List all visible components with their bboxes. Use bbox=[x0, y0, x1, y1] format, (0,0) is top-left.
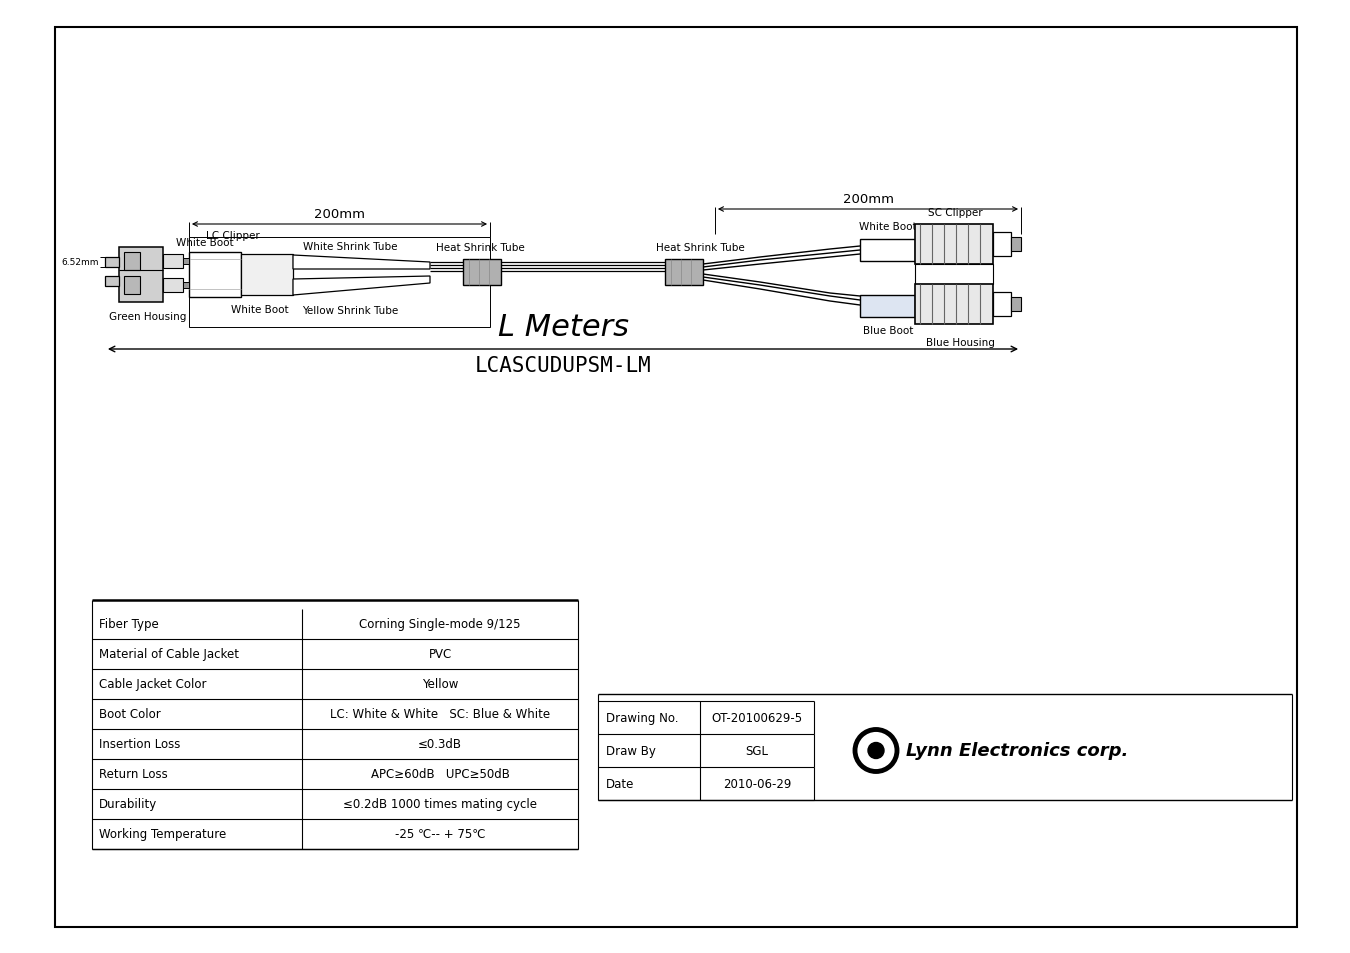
Bar bbox=[189, 253, 242, 297]
Bar bbox=[1011, 237, 1021, 252]
Text: Cable Jacket Color: Cable Jacket Color bbox=[99, 678, 207, 691]
Bar bbox=[163, 278, 184, 293]
Bar bbox=[860, 240, 915, 262]
Text: Corning Single-mode 9/125: Corning Single-mode 9/125 bbox=[359, 618, 521, 631]
Bar bbox=[163, 254, 184, 269]
Text: 6.52mm: 6.52mm bbox=[62, 258, 99, 267]
Text: Material of Cable Jacket: Material of Cable Jacket bbox=[99, 648, 239, 660]
Circle shape bbox=[863, 737, 890, 764]
Bar bbox=[915, 265, 994, 285]
Text: Blue Boot: Blue Boot bbox=[863, 326, 913, 335]
Bar bbox=[666, 260, 703, 286]
Text: Return Loss: Return Loss bbox=[99, 768, 167, 781]
Bar bbox=[189, 237, 490, 328]
Text: -25 ℃-- + 75℃: -25 ℃-- + 75℃ bbox=[394, 827, 485, 841]
Text: Yellow: Yellow bbox=[421, 678, 458, 691]
Bar bbox=[124, 276, 140, 294]
Text: Working Temperature: Working Temperature bbox=[99, 827, 227, 841]
Text: Insertion Loss: Insertion Loss bbox=[99, 738, 181, 751]
Text: Green Housing: Green Housing bbox=[109, 312, 186, 322]
Text: Fiber Type: Fiber Type bbox=[99, 618, 159, 631]
Bar bbox=[184, 258, 189, 265]
Text: OT-20100629-5: OT-20100629-5 bbox=[711, 711, 802, 724]
Text: White Boot: White Boot bbox=[177, 237, 234, 248]
Text: Lynn Electronics corp.: Lynn Electronics corp. bbox=[906, 741, 1129, 760]
Bar bbox=[915, 285, 994, 325]
Bar bbox=[994, 293, 1011, 316]
Circle shape bbox=[868, 742, 884, 759]
Bar bbox=[105, 257, 119, 268]
Polygon shape bbox=[293, 276, 431, 295]
Bar bbox=[184, 283, 189, 289]
Text: Draw By: Draw By bbox=[606, 744, 656, 758]
Text: 2010-06-29: 2010-06-29 bbox=[722, 778, 791, 790]
Bar bbox=[1011, 297, 1021, 312]
Bar bbox=[124, 253, 140, 271]
Text: LC: White & White   SC: Blue & White: LC: White & White SC: Blue & White bbox=[329, 708, 549, 720]
Text: Heat Shrink Tube: Heat Shrink Tube bbox=[656, 243, 744, 253]
Text: L Meters: L Meters bbox=[498, 313, 629, 341]
Bar bbox=[242, 254, 293, 295]
Text: White Boot: White Boot bbox=[231, 305, 289, 314]
Text: 200mm: 200mm bbox=[842, 193, 894, 206]
Bar bbox=[860, 295, 915, 317]
Text: Boot Color: Boot Color bbox=[99, 708, 161, 720]
Text: Heat Shrink Tube: Heat Shrink Tube bbox=[436, 243, 524, 253]
Bar bbox=[994, 233, 1011, 256]
Text: LCASCUDUPSM-LM: LCASCUDUPSM-LM bbox=[475, 355, 652, 375]
Text: LC Clipper: LC Clipper bbox=[207, 231, 261, 241]
Text: ≤0.2dB 1000 times mating cycle: ≤0.2dB 1000 times mating cycle bbox=[343, 798, 537, 811]
Text: Blue Housing: Blue Housing bbox=[926, 337, 995, 348]
Text: Date: Date bbox=[606, 778, 634, 790]
Text: Yellow Shrink Tube: Yellow Shrink Tube bbox=[302, 306, 398, 315]
Polygon shape bbox=[293, 255, 431, 270]
Text: APC≥60dB   UPC≥50dB: APC≥60dB UPC≥50dB bbox=[370, 768, 509, 781]
Bar bbox=[119, 248, 163, 303]
Text: PVC: PVC bbox=[428, 648, 452, 660]
Text: 200mm: 200mm bbox=[315, 208, 364, 221]
Text: Drawing No.: Drawing No. bbox=[606, 711, 679, 724]
Text: SGL: SGL bbox=[745, 744, 768, 758]
Bar bbox=[463, 260, 501, 286]
Text: Durability: Durability bbox=[99, 798, 157, 811]
Bar bbox=[105, 276, 119, 287]
Bar bbox=[915, 225, 994, 265]
Text: White Shrink Tube: White Shrink Tube bbox=[302, 242, 397, 252]
Text: ≤0.3dB: ≤0.3dB bbox=[418, 738, 462, 751]
Text: SC Clipper: SC Clipper bbox=[927, 208, 983, 218]
Text: White Boot: White Boot bbox=[859, 222, 917, 232]
